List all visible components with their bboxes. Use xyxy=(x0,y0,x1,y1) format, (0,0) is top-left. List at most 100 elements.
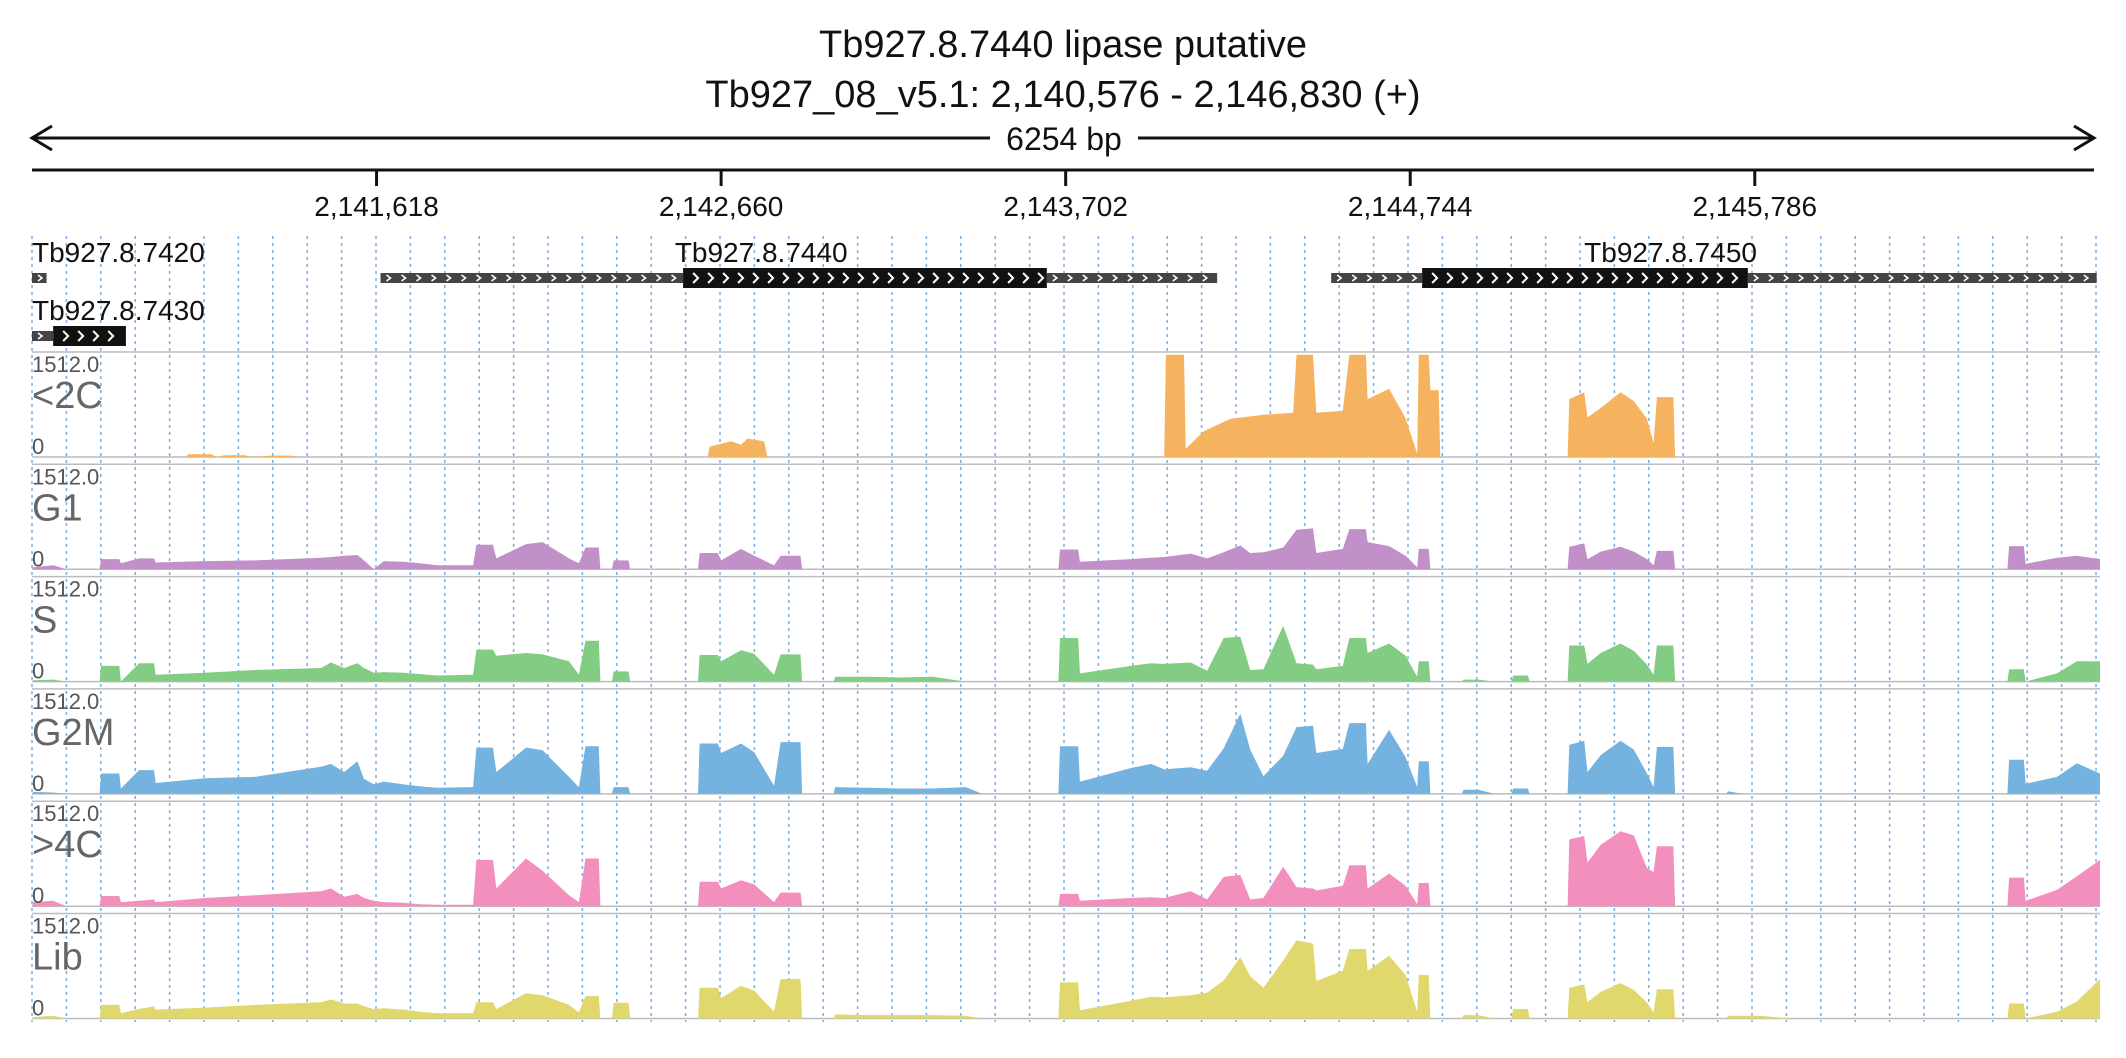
strand-arrow xyxy=(416,274,422,282)
strand-arrow xyxy=(1112,274,1119,282)
strand-arrow xyxy=(782,272,790,284)
gene-cds xyxy=(683,268,1047,288)
strand-arrow xyxy=(1521,272,1529,284)
strand-arrow xyxy=(2068,274,2075,282)
strand-arrow xyxy=(1888,274,1895,282)
gene-cds xyxy=(53,326,126,346)
strand-arrow xyxy=(1611,272,1619,284)
strand-arrow xyxy=(521,274,527,282)
track-zero-label: 0 xyxy=(32,546,44,571)
strand-arrow xyxy=(962,272,970,284)
strand-arrow xyxy=(1022,272,1030,284)
gene-label: Tb927.8.7450 xyxy=(1584,237,1757,268)
strand-arrow xyxy=(1858,274,1865,282)
strand-arrow xyxy=(611,274,617,282)
strand-arrow xyxy=(692,272,700,284)
strand-arrow xyxy=(77,330,85,342)
span-arrow xyxy=(29,124,2097,152)
gene-Tb927-8-7440[interactable]: Tb927.8.7440 xyxy=(380,237,1218,288)
strand-arrow xyxy=(1506,272,1514,284)
strand-arrow xyxy=(1753,274,1760,282)
strand-arrow xyxy=(917,272,925,284)
strand-arrow xyxy=(872,272,880,284)
gene-label: Tb927.8.7430 xyxy=(32,295,205,326)
strand-arrow xyxy=(431,274,437,282)
strand-arrow xyxy=(1626,272,1634,284)
coverage-area xyxy=(32,354,2100,457)
tick-label: 2,142,660 xyxy=(659,191,784,222)
strand-arrow xyxy=(842,272,850,284)
tick-label: 2,144,744 xyxy=(1348,191,1473,222)
track-name: <2C xyxy=(32,375,103,417)
strand-arrow xyxy=(1701,272,1709,284)
locus-label: Tb927_08_v5.1: 2,140,576 - 2,146,830 (+) xyxy=(705,74,1420,116)
strand-arrow xyxy=(1978,274,1985,282)
strand-arrow xyxy=(1783,274,1790,282)
strand-arrow xyxy=(566,274,572,282)
track-zero-label: 0 xyxy=(32,771,44,796)
strand-arrow xyxy=(656,274,662,282)
strand-arrow xyxy=(1127,274,1134,282)
strand-arrow xyxy=(827,272,835,284)
strand-arrow xyxy=(641,274,647,282)
strand-arrow xyxy=(1933,274,1940,282)
strand-arrow xyxy=(1798,274,1805,282)
strand-arrow xyxy=(37,274,44,282)
strand-arrow xyxy=(1768,274,1775,282)
strand-arrow xyxy=(37,332,44,340)
gene-utr xyxy=(380,273,684,283)
strand-arrow xyxy=(1411,274,1418,282)
strand-arrow xyxy=(62,330,70,342)
track-max-label: 1512.0 xyxy=(32,352,99,377)
track-zero-label: 0 xyxy=(32,883,44,908)
strand-arrow xyxy=(2038,274,2045,282)
strand-arrow xyxy=(1656,272,1664,284)
strand-arrow xyxy=(1157,274,1164,282)
strand-arrow xyxy=(1551,272,1559,284)
strand-arrow xyxy=(902,272,910,284)
strand-arrow xyxy=(1052,274,1059,282)
track-max-label: 1512.0 xyxy=(32,577,99,602)
track-zero-label: 0 xyxy=(32,996,44,1021)
strand-arrow xyxy=(107,330,115,342)
gene-Tb927-8-7430[interactable]: Tb927.8.7430 xyxy=(32,295,205,346)
strand-arrow xyxy=(2083,274,2090,282)
strand-arrow xyxy=(1671,272,1679,284)
strand-arrow xyxy=(1172,274,1179,282)
strand-arrow xyxy=(1187,274,1194,282)
strand-arrow xyxy=(1476,272,1484,284)
strand-arrow xyxy=(1813,274,1820,282)
strand-arrow xyxy=(1431,272,1439,284)
strand-arrow xyxy=(1067,274,1074,282)
strand-arrow xyxy=(1716,272,1724,284)
strand-arrow xyxy=(92,330,100,342)
gene-label: Tb927.8.7440 xyxy=(675,237,848,268)
strand-arrow xyxy=(1686,272,1694,284)
strand-arrow xyxy=(947,272,955,284)
strand-arrow xyxy=(1082,274,1089,282)
strand-arrow xyxy=(1461,272,1469,284)
strand-arrow xyxy=(752,272,760,284)
gridlines xyxy=(31,236,2097,1022)
strand-arrow xyxy=(707,272,715,284)
strand-arrow xyxy=(1366,274,1373,282)
strand-arrow xyxy=(797,272,805,284)
strand-arrow xyxy=(1993,274,2000,282)
coverage-area xyxy=(32,831,2100,907)
gene-Tb927-8-7420[interactable]: Tb927.8.7420 xyxy=(32,237,205,283)
gene-track: Tb927.8.7420 Tb927.8.7440 Tb927.8.7450 Tb92… xyxy=(32,237,2097,346)
gene-title: Tb927.8.7440 lipase putative xyxy=(819,24,1307,66)
strand-arrow xyxy=(1037,272,1045,284)
strand-arrow xyxy=(536,274,542,282)
track-2: 1512.0S 0 xyxy=(32,575,2100,684)
track-name: G2M xyxy=(32,712,114,754)
gene-utr xyxy=(32,273,47,283)
gene-Tb927-8-7450[interactable]: Tb927.8.7450 xyxy=(1331,237,2097,288)
strand-arrow xyxy=(1581,272,1589,284)
strand-arrow xyxy=(1007,272,1015,284)
strand-arrow xyxy=(1641,272,1649,284)
strand-arrow xyxy=(1963,274,1970,282)
track-zero-label: 0 xyxy=(32,434,44,459)
